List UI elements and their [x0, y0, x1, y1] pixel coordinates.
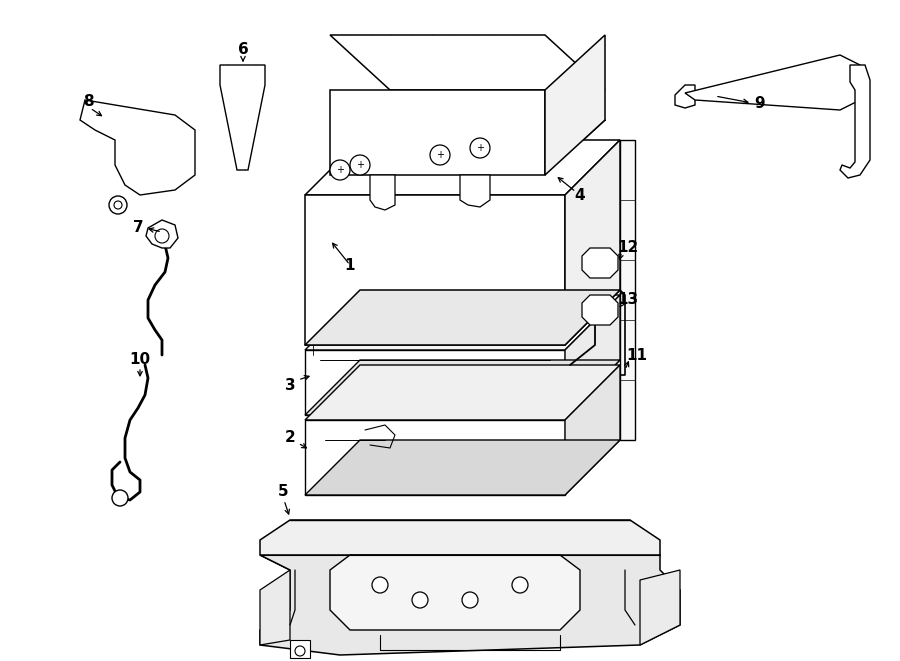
- Polygon shape: [305, 140, 620, 195]
- Text: 3: 3: [284, 377, 295, 393]
- Circle shape: [155, 229, 169, 243]
- Circle shape: [462, 592, 478, 608]
- Polygon shape: [675, 85, 695, 108]
- Polygon shape: [620, 140, 635, 440]
- Circle shape: [350, 155, 370, 175]
- Polygon shape: [460, 175, 490, 207]
- Polygon shape: [330, 90, 545, 175]
- Polygon shape: [370, 175, 395, 210]
- Text: +: +: [476, 143, 484, 153]
- Polygon shape: [305, 195, 565, 345]
- Polygon shape: [305, 295, 620, 350]
- Polygon shape: [80, 100, 195, 195]
- Circle shape: [330, 160, 350, 180]
- Polygon shape: [305, 350, 565, 415]
- Polygon shape: [565, 365, 620, 495]
- Circle shape: [470, 138, 490, 158]
- Polygon shape: [685, 55, 860, 110]
- Text: 11: 11: [626, 348, 647, 362]
- Text: 2: 2: [284, 430, 295, 444]
- Text: +: +: [336, 165, 344, 175]
- Text: 9: 9: [755, 95, 765, 110]
- Circle shape: [109, 196, 127, 214]
- Polygon shape: [260, 570, 290, 645]
- Polygon shape: [260, 520, 660, 570]
- Text: 8: 8: [83, 95, 94, 110]
- Polygon shape: [565, 295, 620, 415]
- Polygon shape: [305, 360, 620, 415]
- Polygon shape: [305, 365, 620, 420]
- Circle shape: [412, 592, 428, 608]
- Circle shape: [112, 490, 128, 506]
- Polygon shape: [146, 220, 178, 248]
- Polygon shape: [582, 295, 618, 325]
- Circle shape: [512, 577, 528, 593]
- Circle shape: [430, 145, 450, 165]
- Circle shape: [295, 646, 305, 656]
- Polygon shape: [220, 65, 265, 170]
- Circle shape: [372, 577, 388, 593]
- Text: 6: 6: [238, 42, 248, 58]
- Polygon shape: [565, 140, 620, 345]
- Text: 1: 1: [345, 258, 356, 272]
- Text: 10: 10: [130, 352, 150, 368]
- Polygon shape: [260, 555, 680, 655]
- Polygon shape: [290, 640, 310, 658]
- Polygon shape: [840, 65, 870, 178]
- Polygon shape: [330, 35, 605, 90]
- Polygon shape: [582, 248, 618, 278]
- Text: +: +: [356, 160, 364, 170]
- Text: 13: 13: [617, 293, 639, 307]
- Polygon shape: [545, 35, 605, 175]
- Text: 12: 12: [617, 241, 639, 256]
- Polygon shape: [305, 420, 565, 495]
- Polygon shape: [640, 570, 680, 645]
- Text: +: +: [436, 150, 444, 160]
- Circle shape: [114, 201, 122, 209]
- Text: 4: 4: [575, 188, 585, 202]
- Polygon shape: [305, 440, 620, 495]
- Polygon shape: [305, 290, 620, 345]
- Text: 7: 7: [132, 221, 143, 235]
- Polygon shape: [330, 555, 580, 630]
- Text: 5: 5: [278, 485, 288, 500]
